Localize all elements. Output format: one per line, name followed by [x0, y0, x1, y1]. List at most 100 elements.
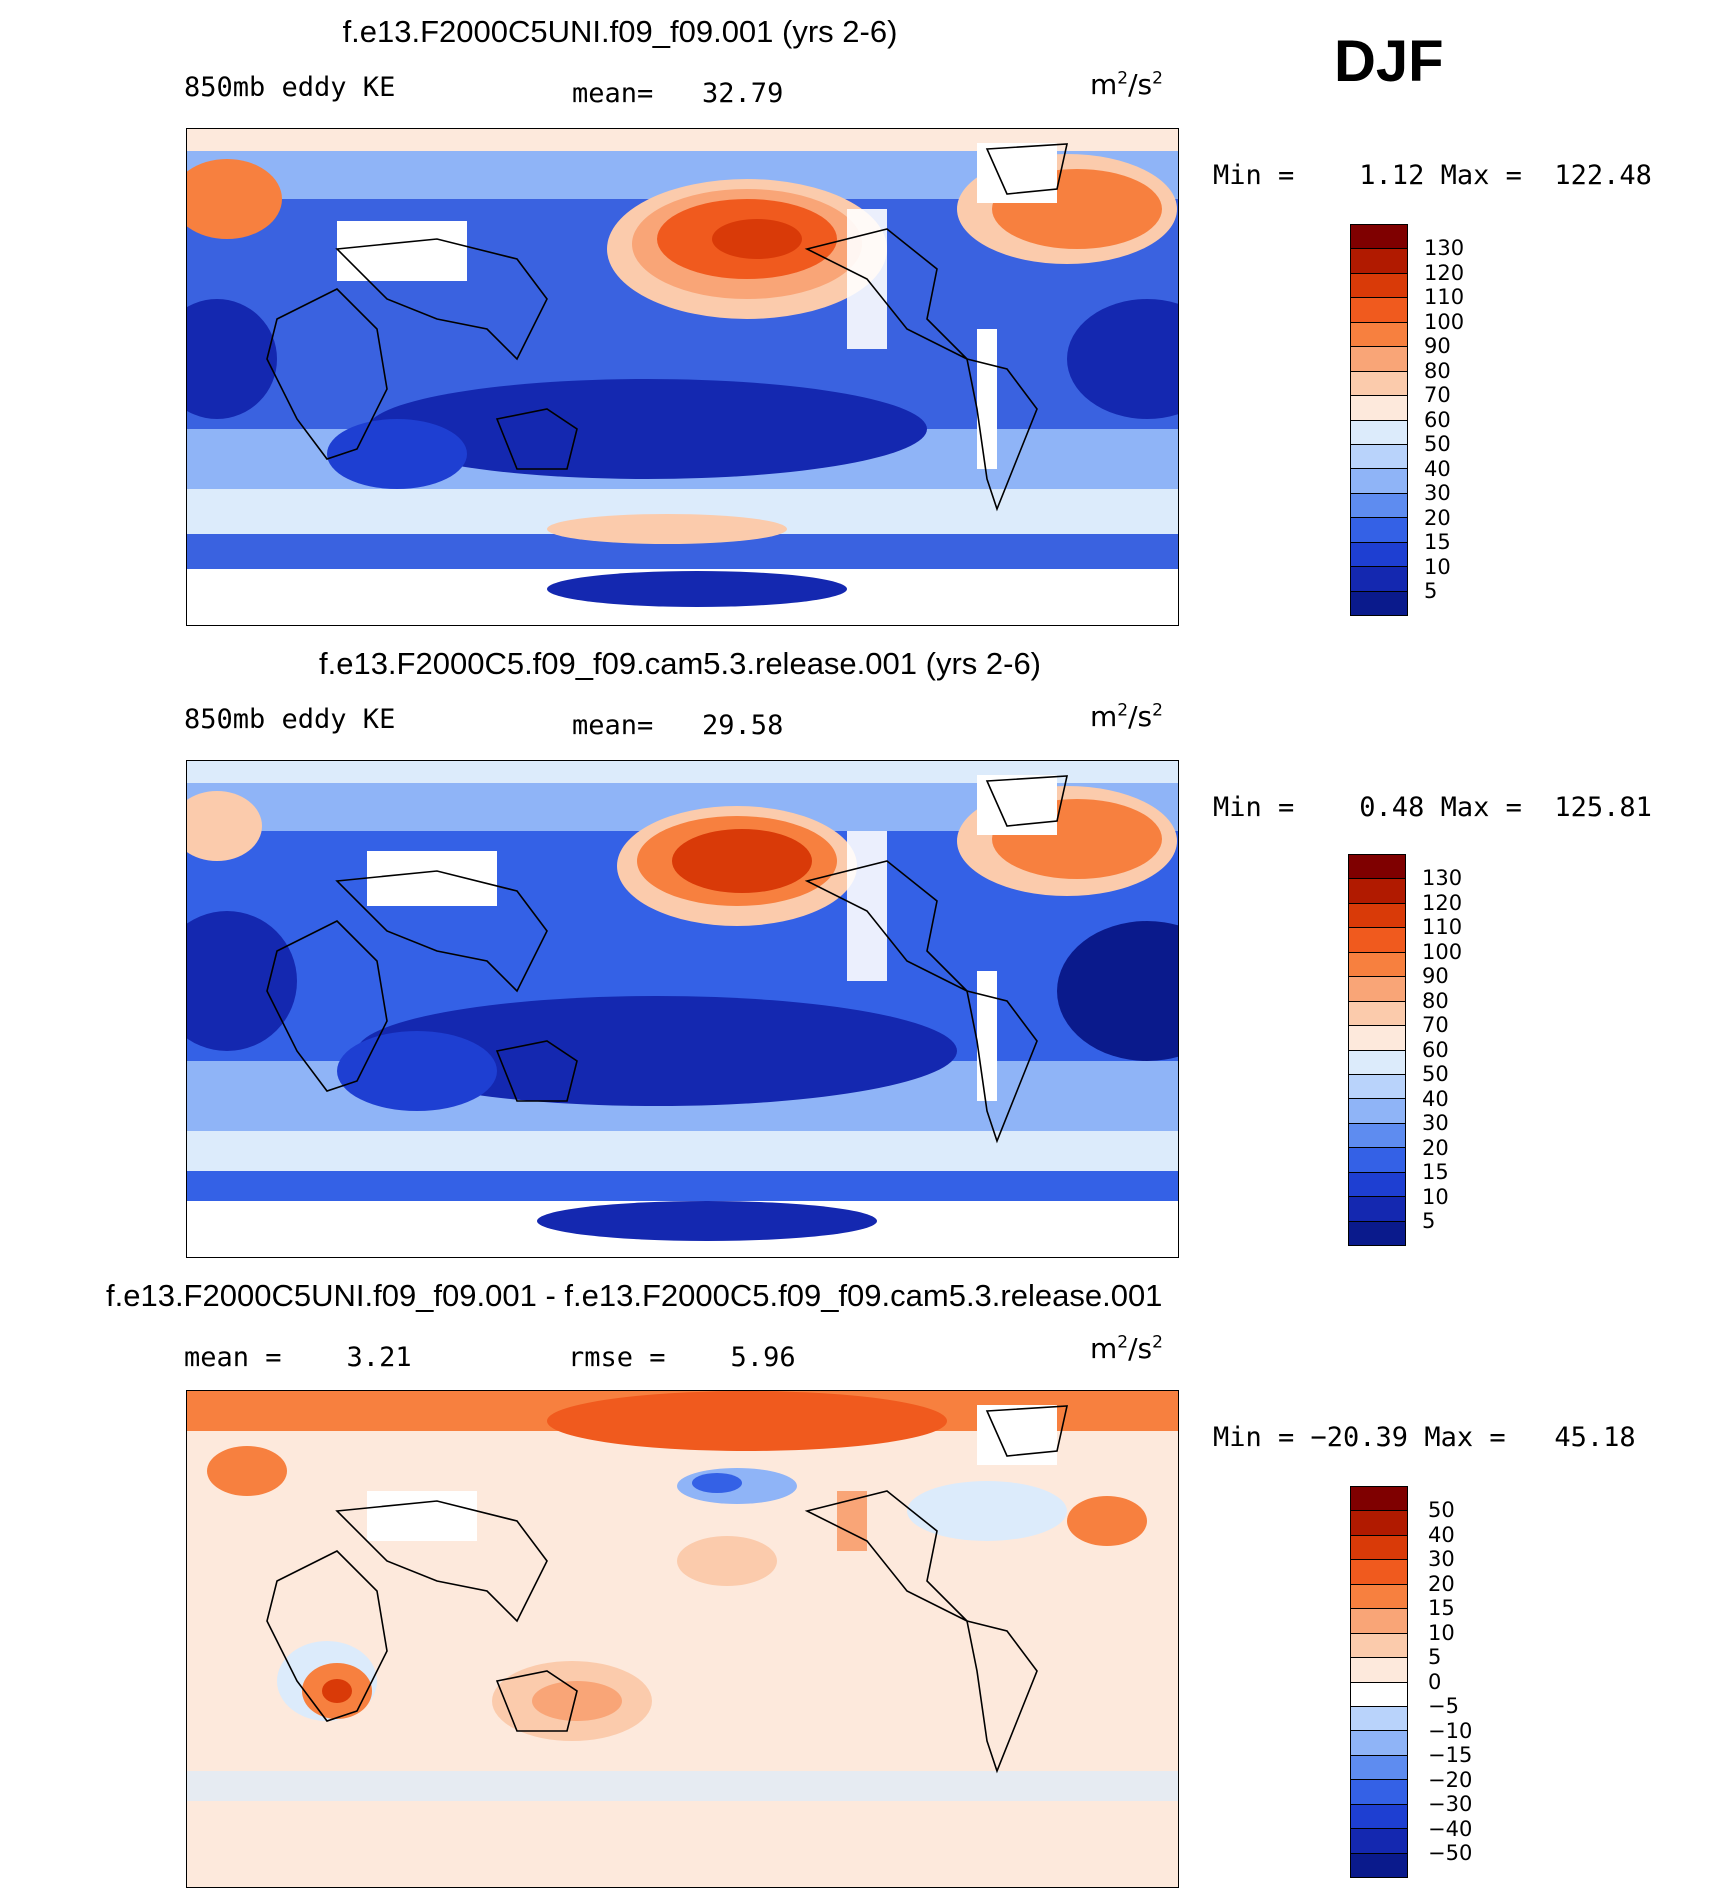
panel-3-colorbar	[1350, 1486, 1408, 1878]
colorbar-tick-label: 40	[1422, 1086, 1449, 1111]
colorbar-tick-label: 80	[1422, 988, 1449, 1013]
colorbar-swatch	[1349, 1221, 1405, 1245]
colorbar-swatch	[1351, 1633, 1407, 1659]
colorbar-tick-label: 10	[1424, 554, 1451, 579]
colorbar-swatch	[1351, 1511, 1407, 1536]
panel-1-mean: mean= 32.79	[572, 78, 784, 109]
panel-2-mean: mean= 29.58	[572, 710, 784, 741]
colorbar-tick-label: 50	[1422, 1062, 1449, 1086]
colorbar-swatch	[1351, 298, 1407, 323]
colorbar-swatch	[1349, 977, 1405, 1002]
colorbar-swatch	[1351, 493, 1407, 519]
colorbar-tick-label: 10	[1428, 1620, 1455, 1645]
colorbar-swatch	[1349, 952, 1405, 978]
colorbar-tick-label: −50	[1428, 1841, 1473, 1865]
colorbar-swatch	[1349, 1172, 1405, 1198]
colorbar-tick-label: −40	[1428, 1816, 1473, 1841]
panel-1-field	[187, 129, 1178, 625]
colorbar-swatch	[1349, 879, 1405, 904]
colorbar-tick-label: 5	[1422, 1209, 1436, 1233]
panel-2-title: f.e13.F2000C5.f09_f09.cam5.3.release.001…	[318, 646, 1042, 681]
colorbar-tick-label: 60	[1422, 1037, 1449, 1062]
panel-2-colorbar-labels: 130 120 110 100 90 80 70 60 50 40 30 20 15 10 5	[1422, 866, 1462, 1234]
panel-3-mean: mean = 3.21	[184, 1342, 412, 1373]
colorbar-swatch	[1351, 469, 1407, 494]
colorbar-swatch	[1349, 1001, 1405, 1027]
colorbar-swatch	[1349, 1148, 1405, 1173]
colorbar-tick-label: 20	[1428, 1571, 1455, 1596]
colorbar-tick-label: −10	[1428, 1718, 1473, 1743]
panel-3-units: m2/s2	[1090, 1332, 1163, 1365]
colorbar-swatch	[1351, 225, 1407, 250]
colorbar-tick-label: −15	[1428, 1743, 1473, 1767]
colorbar-swatch	[1349, 928, 1405, 953]
panel-3-minmax: Min = −20.39 Max = 45.18	[1213, 1422, 1636, 1453]
colorbar-tick-label: 30	[1424, 481, 1451, 505]
colorbar-swatch	[1351, 347, 1407, 372]
colorbar-tick-label: 130	[1422, 866, 1463, 890]
colorbar-swatch	[1349, 1099, 1405, 1124]
colorbar-swatch	[1351, 1780, 1407, 1805]
colorbar-tick-label: 100	[1422, 939, 1463, 964]
colorbar-swatch	[1351, 518, 1407, 543]
panel-1-variable-label: 850mb eddy KE	[184, 72, 396, 103]
colorbar-tick-label: 0	[1428, 1669, 1442, 1694]
colorbar-swatch	[1349, 1050, 1405, 1075]
colorbar-tick-label: 70	[1422, 1013, 1449, 1037]
colorbar-swatch	[1351, 322, 1407, 348]
colorbar-swatch	[1351, 1560, 1407, 1585]
colorbar-tick-label: 110	[1424, 285, 1465, 309]
colorbar-swatch	[1351, 249, 1407, 274]
colorbar-swatch	[1351, 1755, 1407, 1781]
colorbar-swatch	[1351, 396, 1407, 421]
colorbar-swatch	[1351, 542, 1407, 568]
panel-1-minmax: Min = 1.12 Max = 122.48	[1213, 160, 1652, 191]
colorbar-tick-label: 15	[1422, 1160, 1449, 1184]
colorbar-swatch	[1351, 444, 1407, 470]
panel-2-variable-label: 850mb eddy KE	[184, 704, 396, 735]
colorbar-swatch	[1351, 371, 1407, 397]
colorbar-swatch	[1349, 855, 1405, 880]
colorbar-tick-label: 20	[1422, 1135, 1449, 1160]
colorbar-swatch	[1351, 1804, 1407, 1830]
colorbar-tick-label: 80	[1424, 358, 1451, 383]
colorbar-swatch	[1351, 1682, 1407, 1707]
colorbar-tick-label: 120	[1424, 260, 1465, 285]
colorbar-tick-label: 5	[1428, 1645, 1442, 1669]
colorbar-tick-label: 110	[1422, 915, 1463, 939]
panel-3-map	[186, 1390, 1179, 1888]
colorbar-tick-label: 40	[1424, 456, 1451, 481]
colorbar-tick-label: 30	[1428, 1547, 1455, 1571]
panel-1-colorbar	[1350, 224, 1408, 616]
colorbar-swatch	[1351, 1706, 1407, 1732]
colorbar-swatch	[1349, 1123, 1405, 1149]
colorbar-swatch	[1351, 420, 1407, 445]
panel-3-colorbar-labels: 50 40 30 20 15 10 5 0 −5 −10 −15 −20 −30 −40 −50	[1428, 1498, 1472, 1866]
colorbar-tick-label: 90	[1422, 964, 1449, 988]
colorbar-tick-label: 60	[1424, 407, 1451, 432]
panel-3-field	[187, 1391, 1178, 1887]
panel-1-map	[186, 128, 1179, 626]
panel-2-map	[186, 760, 1179, 1258]
colorbar-tick-label: 20	[1424, 505, 1451, 530]
colorbar-swatch	[1351, 1487, 1407, 1512]
colorbar-swatch	[1349, 903, 1405, 929]
colorbar-tick-label: 30	[1422, 1111, 1449, 1135]
colorbar-tick-label: −20	[1428, 1767, 1473, 1792]
colorbar-tick-label: 15	[1428, 1596, 1455, 1620]
panel-1-title: f.e13.F2000C5UNI.f09_f09.001 (yrs 2-6)	[342, 14, 898, 49]
colorbar-swatch	[1351, 1535, 1407, 1561]
panel-1-colorbar-labels: 130 120 110 100 90 80 70 60 50 40 30 20 15 10 5	[1424, 236, 1464, 604]
colorbar-swatch	[1349, 1026, 1405, 1051]
colorbar-swatch	[1349, 1197, 1405, 1222]
colorbar-tick-label: −30	[1428, 1792, 1473, 1816]
panel-3-rmse: rmse = 5.96	[568, 1342, 796, 1373]
colorbar-tick-label: 90	[1424, 334, 1451, 358]
colorbar-swatch	[1351, 1609, 1407, 1634]
panel-2-minmax: Min = 0.48 Max = 125.81	[1213, 792, 1652, 823]
panel-2-field	[187, 761, 1178, 1257]
colorbar-tick-label: 50	[1424, 432, 1451, 456]
colorbar-swatch	[1351, 1853, 1407, 1877]
panel-1-units: m2/s2	[1090, 68, 1163, 101]
colorbar-swatch	[1351, 1829, 1407, 1854]
